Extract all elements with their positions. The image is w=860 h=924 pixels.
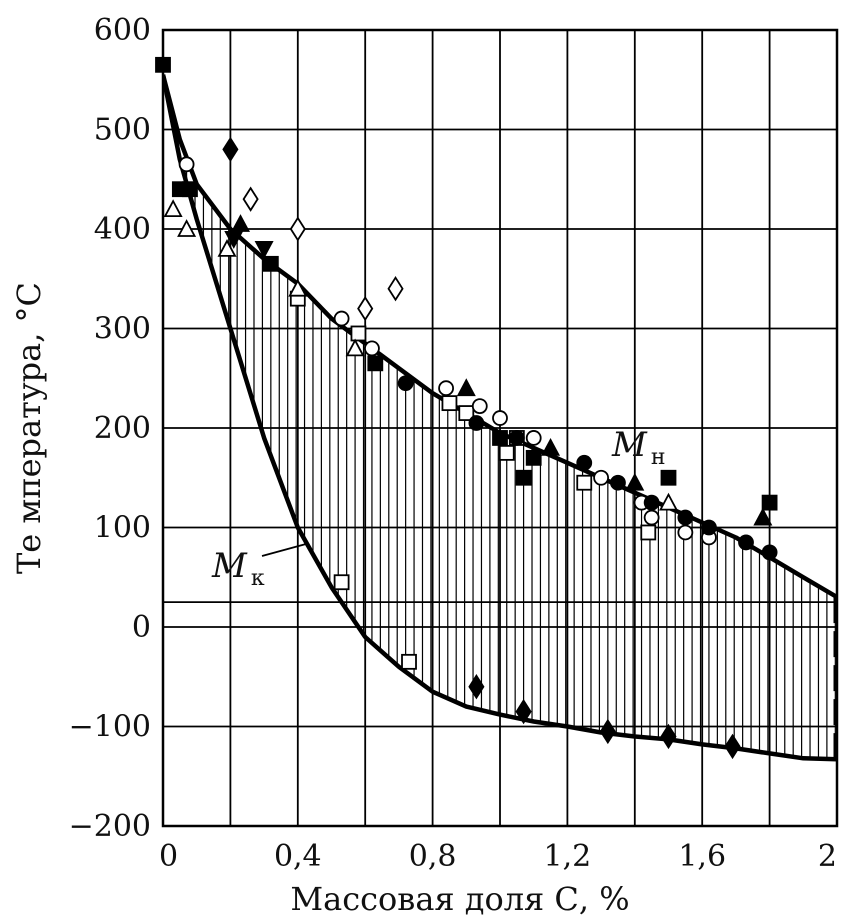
y-tick-label: 0 [132,610,151,645]
svg-text:Mн: Mн [611,425,666,470]
open-triangle-marker [288,278,308,297]
filled-square-marker [525,449,542,466]
filled-triangle-marker [456,378,476,397]
filled-circle-marker [701,519,717,536]
curve-label-mn-sub: н [651,445,666,470]
open-circle-marker [178,156,195,173]
grid [162,29,838,827]
filled-circle-marker [677,509,694,526]
filled-diamond-marker [599,718,616,745]
open-square-marker [640,524,657,541]
open-square-marker [333,574,350,591]
open-square-marker [401,653,417,670]
filled-triangle-marker [753,507,773,526]
open-triangle-marker [177,219,197,237]
open-circle-marker [643,509,660,526]
curve-label-mn-main: M [611,425,648,465]
y-tick-label: −200 [69,809,151,844]
y-tick-label: 200 [94,411,151,446]
open-diamond-marker [357,295,374,322]
open-circle-marker [677,524,694,541]
x-tick-label: 1,6 [678,839,726,874]
open-circle-marker [333,310,350,327]
filled-circle-marker [738,534,754,551]
filled-inverted-triangle-marker [224,231,244,249]
open-triangle-marker [345,338,365,357]
filled-circle-marker [610,474,626,491]
open-triangle-marker [217,238,237,257]
y-axis-label: Те мпература, °С [10,282,48,574]
svg-text:Mк: Mк [211,546,265,591]
filled-circle-marker [643,494,660,511]
filled-diamond-marker [468,674,485,700]
open-square-marker [441,395,458,412]
y-tick-label: 100 [94,511,151,546]
open-diamond-marker [387,276,404,302]
filled-square-marker [367,355,384,372]
open-circle-marker [593,469,609,486]
x-axis-label: Массовая доля С, % [290,880,629,918]
open-square-marker [350,325,367,342]
curve-label-mk-main: M [211,546,248,586]
filled-circle-marker [576,454,593,471]
curve-label-mk-sub: к [251,566,265,591]
filled-triangle-marker [541,437,561,456]
shaded-region [169,100,836,760]
open-square-marker [498,444,515,461]
y-tick-label: 300 [94,312,151,347]
data-markers [155,56,778,760]
filled-circle-marker [761,544,778,561]
open-diamond-marker [289,216,306,242]
filled-diamond-marker [222,136,239,163]
open-square-marker [458,405,475,421]
filled-square-marker [515,469,532,486]
plot-frame [161,28,839,828]
filled-inverted-triangle-marker [254,240,274,259]
open-circle-marker [471,398,488,415]
filled-circle-marker [508,430,525,446]
x-tick-label: 0 [159,839,178,874]
y-tick-label: 600 [94,13,151,48]
filled-square-marker [182,181,198,198]
y-tick-label: −100 [69,710,151,745]
open-circle-marker [438,380,454,397]
x-tick-label: 0,4 [274,839,322,874]
filled-square-marker [492,430,508,446]
filled-diamond-marker [515,698,532,725]
open-diamond-marker [242,186,259,212]
filled-diamond-marker [724,733,741,760]
open-circle-marker [492,410,508,426]
open-square-marker [576,474,593,491]
x-tick-label: 1,2 [544,839,592,874]
open-circle-marker [364,340,380,357]
filled-circle-marker [468,415,485,431]
filled-square-marker [155,56,171,73]
x-tick-label: 0,8 [409,839,457,874]
y-tick-labels: 600 500 400 300 200 100 0 −100 −200 [69,13,151,844]
open-circle-marker [525,430,542,446]
x-tick-label: 2 [818,839,837,874]
open-triangle-marker [659,492,678,511]
filled-triangle-marker [625,472,645,491]
filled-triangle-marker [231,214,251,232]
filled-square-marker [262,255,279,272]
y-tick-label: 400 [94,212,151,247]
filled-square-marker [761,494,778,511]
curve-label-mk-leader [261,543,307,557]
y-tick-label: 500 [94,113,151,148]
curve-mk [163,74,837,762]
filled-diamond-marker [660,723,677,750]
filled-square-marker [660,469,677,486]
x-tick-labels: 0 0,4 0,8 1,2 1,6 2 [159,839,837,874]
open-triangle-marker [163,199,183,218]
filled-circle-marker [397,375,414,392]
